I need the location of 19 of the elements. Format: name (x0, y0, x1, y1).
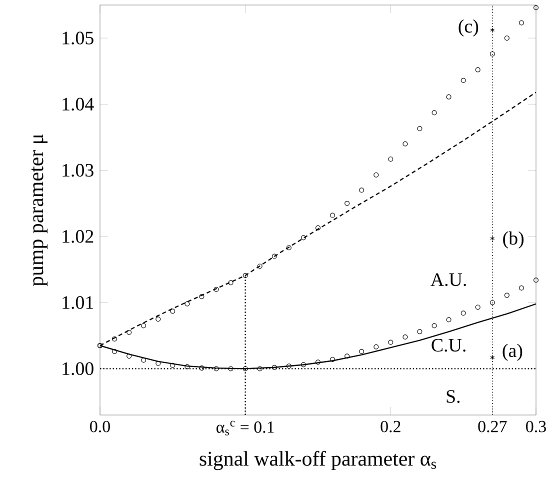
x-tick-label: 0.0 (90, 420, 110, 432)
y-tick-label: 1.00 (62, 362, 94, 376)
y-tick-label: 1.02 (62, 230, 94, 243)
x-tick-label: α$_{s}$$^{c}$ = 0.1 (216, 420, 274, 436)
x-tick-label: 0.27 (478, 420, 507, 432)
y-tick-label: 1.03 (62, 164, 94, 177)
x-tick-label: 0.3 (526, 420, 546, 432)
annotation: (b) (503, 231, 524, 249)
annotation: C.U. (432, 338, 466, 352)
annotation: (c) (458, 19, 478, 37)
annotation: S. (446, 390, 460, 403)
y-tick-label: 1.01 (62, 296, 94, 310)
annotation: A.U. (430, 273, 466, 286)
y-tick-label: 1.05 (62, 32, 94, 44)
annotation: (a) (502, 344, 522, 361)
x-tick-label: 0.2 (380, 420, 400, 432)
y-tick-label: 1.04 (62, 98, 94, 111)
x-axis-title: signal walk-off parameter α$_{s}$ (200, 450, 436, 470)
y-axis-title: pump parameter μ (31, 134, 48, 286)
